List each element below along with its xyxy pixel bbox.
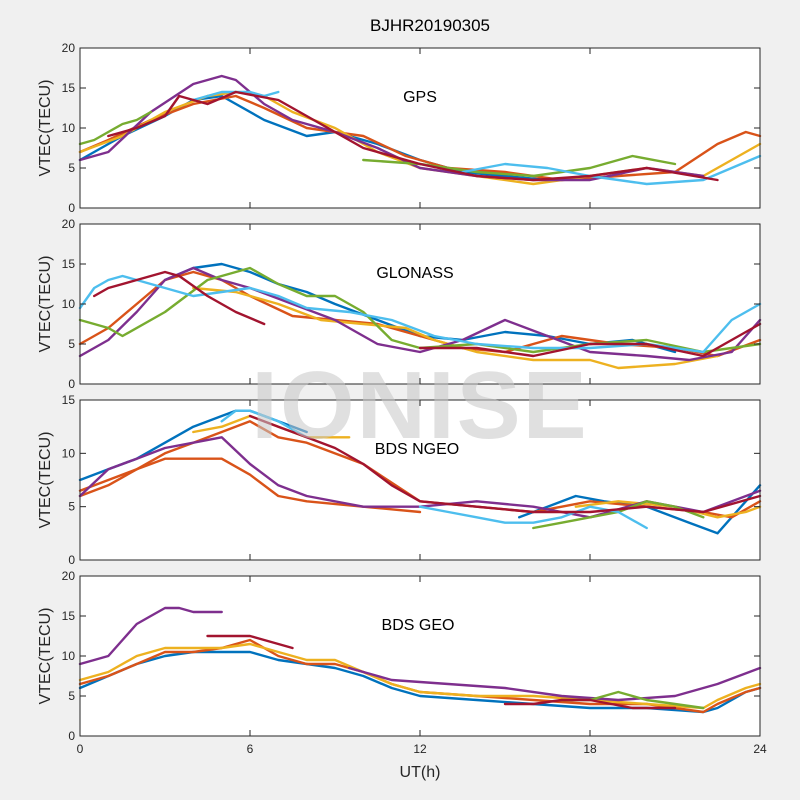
y-tick-label: 20	[62, 41, 76, 55]
y-tick-label: 15	[62, 609, 76, 623]
y-tick-label: 20	[62, 569, 76, 583]
y-tick-label: 10	[62, 121, 76, 135]
series-line	[107, 90, 719, 182]
constellation-label: GLONASS	[376, 265, 453, 282]
series-line	[220, 409, 308, 439]
x-tick-label: 0	[77, 742, 84, 756]
y-tick-label: 5	[68, 500, 75, 514]
x-tick-label: 18	[583, 742, 597, 756]
y-tick-label: 0	[68, 201, 75, 215]
y-axis-label: VTEC(TECU)	[37, 432, 54, 529]
y-tick-label: 5	[68, 689, 75, 703]
y-tick-label: 10	[62, 297, 76, 311]
subplot-1: 0 5 10 15 20 VTEC(TECU) GPS	[37, 41, 762, 215]
y-tick-label: 5	[68, 161, 75, 175]
watermark: IONISE	[251, 352, 588, 459]
series-line	[192, 286, 719, 370]
series-line	[78, 266, 762, 362]
y-tick-label: 20	[62, 217, 76, 231]
x-axis-label: UT(h)	[400, 764, 441, 781]
series-line	[78, 110, 153, 146]
series-line	[92, 270, 266, 326]
constellation-label: GPS	[403, 89, 437, 106]
x-tick-label: 24	[753, 742, 767, 756]
x-tick-label: 6	[247, 742, 254, 756]
series-line	[192, 90, 280, 102]
series-line	[78, 650, 762, 714]
subplot-3: 0 5 10 15 VTEC(TECU) BDS NGEO	[37, 393, 762, 567]
series-line	[248, 414, 762, 514]
series-line	[503, 698, 677, 710]
x-tick-label: 12	[413, 742, 427, 756]
constellation-label: BDS GEO	[382, 617, 455, 634]
y-tick-label: 15	[62, 393, 76, 407]
y-tick-label: 15	[62, 257, 76, 271]
y-axis-label: VTEC(TECU)	[37, 608, 54, 705]
y-tick-label: 10	[62, 649, 76, 663]
series-line	[78, 74, 705, 182]
y-tick-label: 0	[68, 553, 75, 567]
y-tick-label: 0	[68, 729, 75, 743]
y-tick-label: 0	[68, 377, 75, 391]
plot-area	[80, 576, 760, 736]
subplot-4: 0 6 12 18 24 0 5 10 15 20 VTEC(TECU) BDS GEO	[37, 569, 767, 756]
series-line	[78, 436, 762, 519]
series-line	[163, 262, 677, 354]
series-line	[78, 94, 762, 182]
plot-area	[80, 48, 760, 208]
y-tick-label: 5	[68, 337, 75, 351]
y-tick-label: 10	[62, 446, 76, 460]
series-line	[78, 606, 223, 666]
series-line	[418, 322, 762, 358]
series-line	[78, 274, 762, 354]
constellation-label: BDS NGEO	[375, 441, 459, 458]
figure-title: BJHR20190305	[370, 16, 490, 35]
y-axis-label: VTEC(TECU)	[37, 256, 54, 353]
plot-area	[80, 224, 760, 384]
y-tick-label: 15	[62, 81, 76, 95]
series-line	[206, 634, 294, 650]
series-line	[348, 666, 762, 702]
y-axis-label: VTEC(TECU)	[37, 80, 54, 177]
subplots: 0 5 10 15 20 VTEC(TECU) GPS 0 5 10 15 20 VTEC(TECU) G…	[37, 41, 767, 756]
subplot-2: 0 5 10 15 20 VTEC(TECU) GLONASS	[37, 217, 762, 391]
series-line	[78, 457, 422, 514]
